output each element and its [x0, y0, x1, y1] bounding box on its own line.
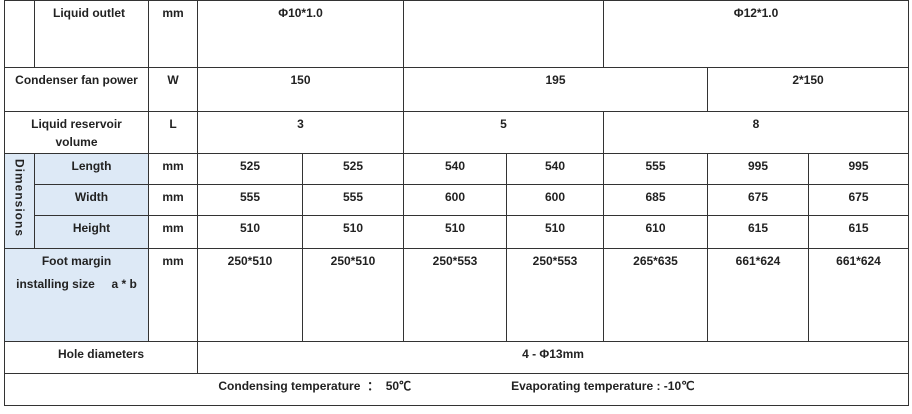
fan-power-value-1: 150 — [197, 67, 404, 112]
foot-margin-value-6: 661*624 — [707, 248, 809, 342]
conditions-cell: Condensing temperature ： 50℃ Evaporating … — [4, 373, 909, 406]
conditions-row: Condensing temperature ： 50℃ Evaporating … — [4, 373, 909, 406]
length-value-6: 995 — [707, 153, 809, 185]
blank-cell — [4, 0, 35, 68]
length-value-4: 540 — [506, 153, 604, 185]
height-label: Height — [34, 215, 149, 249]
hole-diameters-row: Hole diameters 4 - Φ13mm — [4, 341, 909, 374]
reservoir-row: Liquid reservoir volume L 3 5 8 — [4, 111, 909, 154]
height-value-3: 510 — [403, 215, 507, 249]
fan-power-label: Condenser fan power — [4, 67, 149, 112]
condensing-temperature: Condensing temperature ： 50℃ — [218, 379, 412, 393]
foot-margin-value-5: 265*635 — [603, 248, 708, 342]
reservoir-label: Liquid reservoir volume — [4, 111, 149, 154]
height-value-4: 510 — [506, 215, 604, 249]
height-value-1: 510 — [197, 215, 303, 249]
foot-margin-value-7: 661*624 — [808, 248, 909, 342]
width-value-3: 600 — [403, 184, 507, 216]
reservoir-unit: L — [148, 111, 198, 154]
width-value-5: 685 — [603, 184, 708, 216]
foot-margin-label-line1: Foot margin — [41, 254, 112, 268]
liquid-outlet-value-1: Φ10*1.0 — [197, 0, 404, 68]
width-value-4: 600 — [506, 184, 604, 216]
length-value-5: 555 — [603, 153, 708, 185]
length-value-1: 525 — [197, 153, 303, 185]
spec-table: Liquid outlet mm Φ10*1.0 Φ12*1.0 Condens… — [4, 0, 909, 406]
height-value-7: 615 — [808, 215, 909, 249]
liquid-outlet-unit: mm — [148, 0, 198, 68]
length-label: Length — [34, 153, 149, 185]
length-value-2: 525 — [302, 153, 404, 185]
width-value-1: 555 — [197, 184, 303, 216]
fan-power-row: Condenser fan power W 150 195 2*150 — [4, 67, 909, 112]
width-value-7: 675 — [808, 184, 909, 216]
width-value-2: 555 — [302, 184, 404, 216]
reservoir-label-line1: Liquid reservoir — [31, 117, 122, 131]
liquid-outlet-row: Liquid outlet mm Φ10*1.0 Φ12*1.0 — [4, 0, 909, 68]
fan-power-value-2: 195 — [403, 67, 708, 112]
evaporating-temperature: Evaporating temperature : -10℃ — [511, 379, 695, 393]
liquid-outlet-value-2 — [403, 0, 604, 68]
width-value-6: 675 — [707, 184, 809, 216]
foot-margin-value-3: 250*553 — [403, 248, 507, 342]
liquid-outlet-label: Liquid outlet — [34, 0, 149, 68]
reservoir-label-line2: volume — [55, 135, 98, 149]
reservoir-value-2: 5 — [403, 111, 604, 154]
length-unit: mm — [148, 153, 198, 185]
hole-diameters-label: Hole diameters — [4, 341, 198, 374]
foot-margin-value-4: 250*553 — [506, 248, 604, 342]
height-row: Height mm 510 510 510 510 610 615 615 — [5, 215, 909, 249]
length-row: Dimensions Length mm 525 525 540 540 555… — [4, 153, 909, 249]
hole-diameters-value: 4 - Φ13mm — [197, 341, 909, 374]
liquid-outlet-value-3: Φ12*1.0 — [603, 0, 909, 68]
foot-margin-unit: mm — [148, 248, 198, 342]
height-value-6: 615 — [707, 215, 809, 249]
dimensions-group-label: Dimensions — [4, 153, 35, 249]
fan-power-value-3: 2*150 — [707, 67, 909, 112]
foot-margin-value-2: 250*510 — [302, 248, 404, 342]
foot-margin-label-line2: installing size a * b — [16, 277, 137, 291]
foot-margin-label: Foot margin installing size a * b — [4, 248, 149, 342]
width-label: Width — [34, 184, 149, 216]
height-value-2: 510 — [302, 215, 404, 249]
length-value-7: 995 — [808, 153, 909, 185]
width-row: Width mm 555 555 600 600 685 675 675 — [5, 184, 909, 216]
foot-margin-row: Foot margin installing size a * b mm 250… — [4, 248, 909, 342]
reservoir-value-1: 3 — [197, 111, 404, 154]
width-unit: mm — [148, 184, 198, 216]
dimensions-label-text: Dimensions — [12, 159, 27, 238]
height-unit: mm — [148, 215, 198, 249]
height-value-5: 610 — [603, 215, 708, 249]
foot-margin-value-1: 250*510 — [197, 248, 303, 342]
length-value-3: 540 — [403, 153, 507, 185]
fan-power-unit: W — [148, 67, 198, 112]
reservoir-value-3: 8 — [603, 111, 909, 154]
